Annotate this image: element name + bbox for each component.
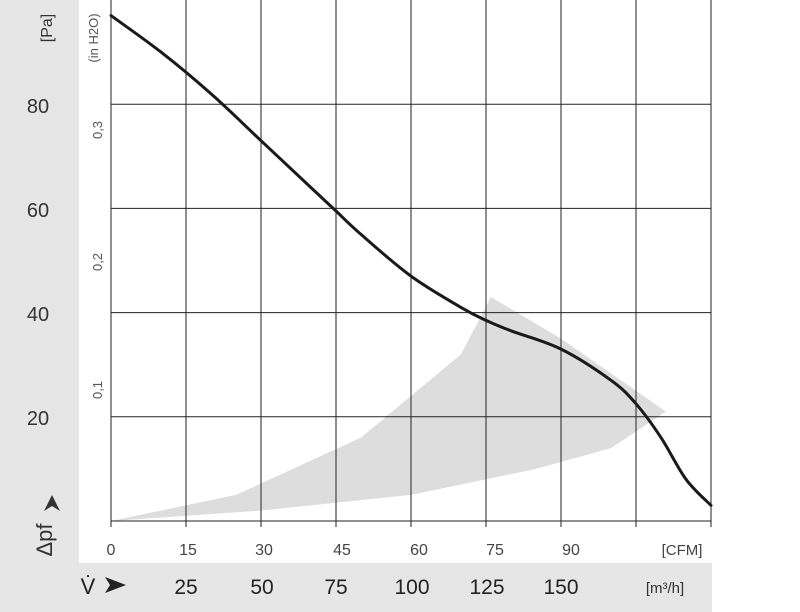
x-tick-m3h-150: 150 — [543, 576, 578, 599]
bottom-axis-band — [0, 563, 712, 612]
y-tick-pa-60: 60 — [27, 200, 49, 222]
y-axis-symbol: Δpf — [32, 523, 57, 557]
y-ticks-pa: 20 40 60 80 — [27, 96, 49, 430]
x-unit-cfm: [CFM] — [662, 542, 703, 559]
x-tick-cfm-0: 0 — [107, 542, 116, 559]
x-axis-arrow-icon — [105, 577, 126, 593]
y-tick-inh2o-03: 0,3 — [90, 121, 105, 139]
x-tick-m3h-125: 125 — [469, 576, 504, 599]
x-axis-symbol: V̇ — [81, 574, 96, 599]
y-ticks-inh2o: 0,1 0,2 0,3 — [90, 121, 105, 399]
x-tick-m3h-50: 50 — [250, 576, 273, 599]
y-tick-pa-20: 20 — [27, 408, 49, 430]
x-tick-m3h-100: 100 — [394, 576, 429, 599]
x-ticks-cfm: 0 15 30 45 60 75 90 — [107, 542, 580, 559]
curve-layer — [109, 14, 713, 507]
x-tick-m3h-75: 75 — [324, 576, 347, 599]
y-unit-pa: [Pa] — [39, 14, 56, 42]
x-tick-cfm-90: 90 — [562, 542, 580, 559]
y-tick-inh2o-02: 0,2 — [90, 253, 105, 271]
x-tick-cfm-60: 60 — [410, 542, 428, 559]
x-tick-cfm-30: 30 — [255, 542, 273, 559]
performance-curve — [109, 14, 713, 507]
x-unit-m3h: [m³/h] — [646, 580, 684, 597]
y-axis-arrow-icon — [44, 495, 60, 511]
x-tick-cfm-45: 45 — [333, 542, 351, 559]
grid-layer — [110, 0, 712, 527]
operating-range-area — [111, 297, 666, 521]
y-tick-pa-80: 80 — [27, 96, 49, 118]
y-unit-inh2o: (in H2O) — [86, 13, 101, 62]
y-tick-inh2o-01: 0,1 — [90, 381, 105, 399]
left-axis-band — [0, 0, 79, 612]
x-tick-m3h-25: 25 — [174, 576, 197, 599]
operating-range-layer — [111, 297, 666, 521]
x-tick-cfm-75: 75 — [486, 542, 504, 559]
y-tick-pa-40: 40 — [27, 304, 49, 326]
x-ticks-m3h: 25 50 75 100 125 150 — [174, 576, 578, 599]
x-tick-cfm-15: 15 — [179, 542, 197, 559]
